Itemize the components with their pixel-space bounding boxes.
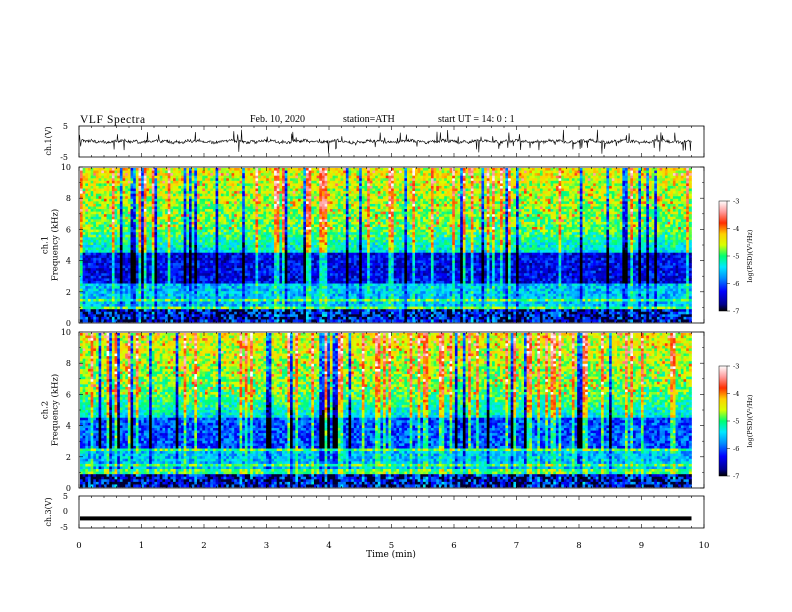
time-tick-label: 10 xyxy=(699,541,710,551)
time-tick-label: 3 xyxy=(264,541,269,551)
colorbar-tick-label: -5 xyxy=(733,418,739,426)
colorbar-tick-label: -3 xyxy=(733,363,739,371)
time-axis-label: Time (min) xyxy=(366,549,416,560)
frequency-tick-label: 6 xyxy=(66,225,71,234)
colorbar-tick-label: -6 xyxy=(733,280,739,288)
frequency-tick-label: 2 xyxy=(66,453,71,462)
ch2-colorbar-label: log(PSD)(V²/Hz) xyxy=(746,394,754,447)
frequency-tick-label: 4 xyxy=(66,422,71,431)
ch3-ytick-top: 5 xyxy=(63,492,68,501)
time-tick-label: 4 xyxy=(326,541,331,551)
ch1-waveform-ylabel: ch.1(V) xyxy=(44,126,53,155)
colorbar-tick-label: -3 xyxy=(733,198,739,206)
time-tick-label: 2 xyxy=(201,541,206,551)
frequency-tick-label: 10 xyxy=(61,163,71,172)
ch3-waveform-line xyxy=(80,516,692,520)
ch2-colorbar: -3 -4 -5 -6 -7 log(PSD)(V²/Hz) xyxy=(719,363,754,481)
frequency-tick-label: 10 xyxy=(61,328,71,337)
ch1-ytick-bottom: -5 xyxy=(60,153,68,162)
ch3-ytick-mid: 0 xyxy=(63,507,68,516)
ch3-waveform-panel: 5 0 -5 ch.3(V) xyxy=(44,492,704,532)
frequency-tick-label: 8 xyxy=(66,359,71,368)
colorbar-tick-label: -4 xyxy=(733,225,739,233)
ch1-spectrogram-panel: 0 2 4 6 8 10 ch.1Frequency (kHz) xyxy=(41,163,705,328)
frequency-tick-label: 6 xyxy=(66,390,71,399)
frequency-tick-label: 4 xyxy=(66,257,71,266)
colorbar-tick-label: -5 xyxy=(733,253,739,261)
frequency-tick-label: 2 xyxy=(66,288,71,297)
ch1-colorbar-label: log(PSD)(V²/Hz) xyxy=(746,229,754,282)
ch1-colorbar: -3 -4 -5 -6 -7 log(PSD)(V²/Hz) xyxy=(719,198,754,316)
ch3-ytick-bottom: -5 xyxy=(60,523,68,532)
time-tick-label: 6 xyxy=(451,541,456,551)
time-tick-label: 9 xyxy=(639,541,644,551)
time-tick-label: 8 xyxy=(576,541,581,551)
ch3-waveform-ylabel: ch.3(V) xyxy=(44,497,53,526)
ch1-spectrogram-ylabel: ch.1Frequency (kHz) xyxy=(41,209,61,281)
ch2-spectrogram-ylabel: ch.2Frequency (kHz) xyxy=(41,374,61,446)
colorbar-tick-label: -7 xyxy=(733,473,739,481)
ch1-spectrogram-heatmap xyxy=(80,168,692,322)
ch1-waveform-panel: 5 -5 ch.1(V) xyxy=(44,122,704,162)
frequency-tick-label: 0 xyxy=(66,319,71,328)
colorbar-tick-label: -4 xyxy=(733,390,739,398)
ch2-spectrogram-heatmap xyxy=(80,333,692,487)
time-tick-label: 1 xyxy=(139,541,144,551)
frequency-tick-label: 8 xyxy=(66,194,71,203)
time-tick-label: 7 xyxy=(514,541,519,551)
time-tick-label: 0 xyxy=(76,541,81,551)
colorbar-tick-label: -6 xyxy=(733,445,739,453)
colorbar-tick-label: -7 xyxy=(733,308,739,316)
ch1-ytick-top: 5 xyxy=(63,122,68,131)
